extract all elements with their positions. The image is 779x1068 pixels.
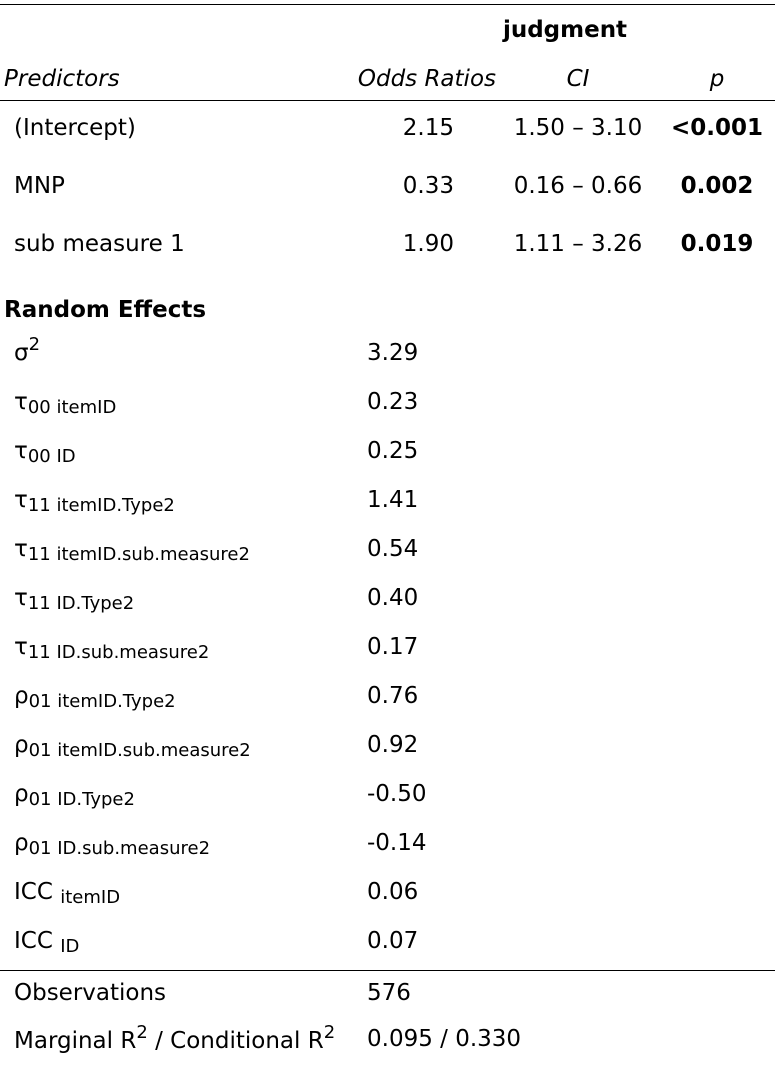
random-effect-value: -0.50 [367, 781, 427, 807]
random-effect-value: 0.92 [367, 732, 419, 758]
random-effect-symbol: τ [14, 585, 28, 611]
random-effect-label: τ11 itemID.Type2 [14, 487, 175, 516]
r2-value: 0.095 / 0.330 [367, 1026, 522, 1052]
random-effect-subscript: 01 itemID.Type2 [28, 691, 176, 712]
table-top-rule [0, 4, 775, 5]
observations-label: Observations [14, 980, 167, 1006]
ci-value: 1.11 – 3.26 [513, 231, 643, 257]
random-effect-subscript: 01 ID.Type2 [28, 789, 135, 810]
random-effect-value: 0.54 [367, 536, 419, 562]
conditional-r-sup: 2 [323, 1022, 336, 1043]
dependent-variable-header: judgment [502, 17, 628, 43]
random-effect-label: τ00 itemID [14, 389, 117, 418]
random-effect-subscript: 11 itemID.Type2 [27, 495, 175, 516]
random-effect-value: 3.29 [367, 340, 419, 366]
random-effect-label: σ2 [14, 336, 40, 367]
random-effect-subscript: 01 ID.sub.measure2 [28, 838, 211, 859]
random-effect-subscript: ID [60, 936, 80, 957]
odds-ratio-value: 1.90 [402, 231, 454, 257]
random-effect-symbol: ρ [14, 781, 29, 807]
random-effect-value: -0.14 [367, 830, 427, 856]
random-effect-label: τ11 itemID.sub.measure2 [14, 536, 250, 565]
header-rule [0, 100, 775, 101]
random-effect-label: τ11 ID.sub.measure2 [14, 634, 210, 663]
random-effect-symbol: ρ [14, 830, 29, 856]
predictor-name: (Intercept) [14, 115, 136, 141]
random-effect-subscript: 00 ID [27, 446, 76, 467]
col-header-predictors: Predictors [4, 66, 120, 92]
marginal-r-text: Marginal R [14, 1028, 137, 1054]
random-effect-symbol: τ [14, 634, 28, 660]
random-effect-value: 0.25 [367, 438, 419, 464]
p-value: 0.019 [680, 231, 754, 257]
random-effect-symbol: τ [14, 389, 28, 415]
p-value: 0.002 [680, 173, 754, 199]
random-effect-value: 0.06 [367, 879, 419, 905]
random-effects-title: Random Effects [4, 297, 207, 323]
random-effect-value: 0.76 [367, 683, 419, 709]
random-effect-label: ICC ID [14, 928, 80, 957]
conditional-r-text: / Conditional R [147, 1028, 324, 1054]
random-effect-label: ρ01 itemID.Type2 [14, 683, 176, 712]
random-effect-subscript: 00 itemID [27, 397, 117, 418]
col-header-p: p [709, 66, 725, 92]
observations-value: 576 [367, 980, 411, 1006]
random-effect-label: ρ01 ID.Type2 [14, 781, 135, 810]
r2-label: Marginal R2 / Conditional R2 [14, 1024, 335, 1055]
random-effect-superscript: 2 [28, 334, 41, 355]
random-effect-symbol: τ [14, 487, 28, 513]
random-effect-symbol: ρ [14, 732, 29, 758]
random-effect-subscript: 01 itemID.sub.measure2 [28, 740, 251, 761]
random-effect-subscript: itemID [60, 887, 121, 908]
random-effect-label: ICC itemID [14, 879, 121, 908]
ci-value: 0.16 – 0.66 [513, 173, 643, 199]
random-effect-label: τ11 ID.Type2 [14, 585, 135, 614]
model-fit-rule [0, 970, 775, 971]
random-effect-label: ρ01 itemID.sub.measure2 [14, 732, 251, 761]
random-effect-value: 0.40 [367, 585, 419, 611]
random-effect-label: τ00 ID [14, 438, 76, 467]
marginal-r-sup: 2 [136, 1022, 148, 1043]
p-value: <0.001 [670, 115, 764, 141]
random-effect-symbol: σ [14, 340, 29, 366]
col-header-odds-ratios: Odds Ratios [357, 66, 496, 92]
odds-ratio-value: 2.15 [402, 115, 454, 141]
col-header-ci: CI [566, 66, 590, 92]
random-effect-symbol: ρ [14, 683, 29, 709]
random-effect-subscript: 11 ID.Type2 [27, 593, 135, 614]
random-effect-value: 0.23 [367, 389, 419, 415]
random-effect-label: ρ01 ID.sub.measure2 [14, 830, 211, 859]
random-effect-symbol: τ [14, 536, 28, 562]
ci-value: 1.50 – 3.10 [513, 115, 643, 141]
random-effect-subscript: 11 ID.sub.measure2 [27, 642, 210, 663]
random-effect-symbol: τ [14, 438, 28, 464]
predictor-name: sub measure 1 [14, 231, 185, 257]
odds-ratio-value: 0.33 [402, 173, 454, 199]
random-effect-symbol: ICC [14, 928, 61, 954]
random-effect-value: 0.17 [367, 634, 419, 660]
random-effect-symbol: ICC [14, 879, 61, 905]
predictor-name: MNP [14, 173, 65, 199]
random-effect-subscript: 11 itemID.sub.measure2 [27, 544, 250, 565]
random-effect-value: 0.07 [367, 928, 419, 954]
random-effect-value: 1.41 [367, 487, 419, 513]
